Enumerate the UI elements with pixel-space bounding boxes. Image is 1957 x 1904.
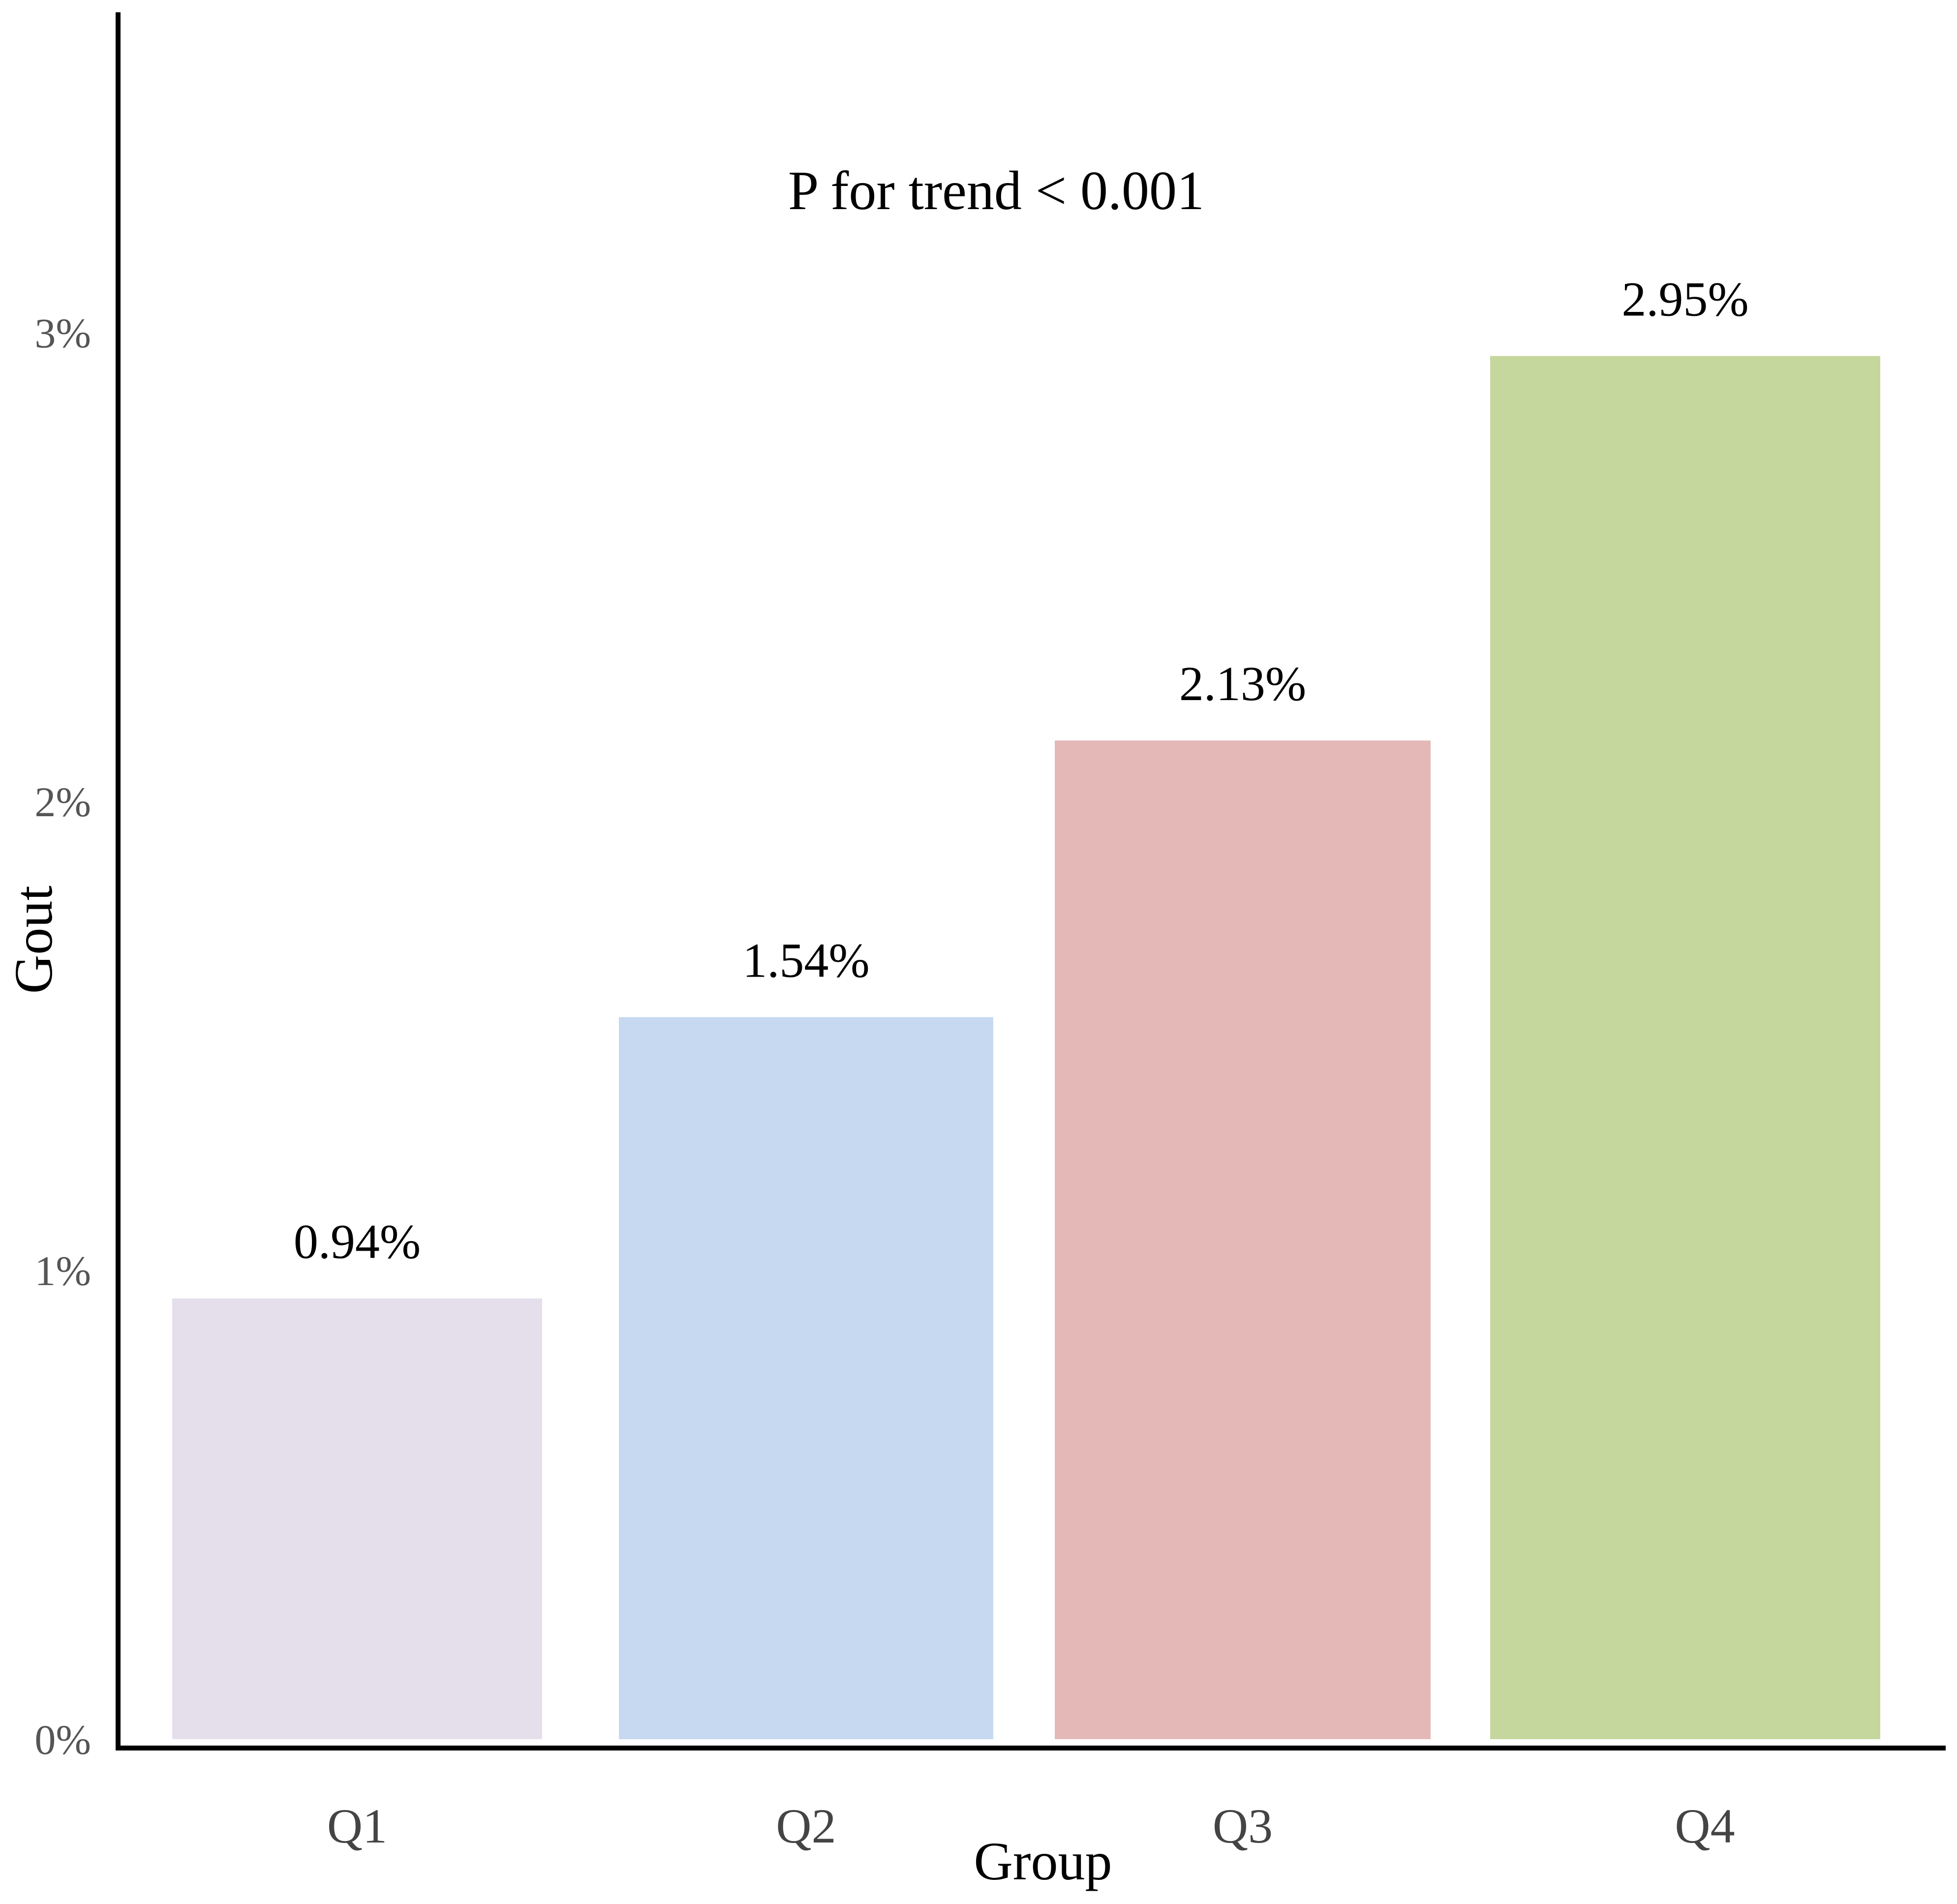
bar-q1 xyxy=(172,1298,542,1739)
bar-q2 xyxy=(619,1017,993,1739)
y-axis-title: Gout xyxy=(3,886,63,994)
x-tick-label-q1: Q1 xyxy=(327,1799,387,1853)
y-tick-label: 2% xyxy=(34,778,91,826)
x-ticks: Q1 Q2 Q3 Q4 xyxy=(327,1799,1735,1853)
value-label-q4: 2.95% xyxy=(1621,272,1748,327)
value-label-q1: 0.94% xyxy=(294,1214,421,1269)
y-tick-label: 0% xyxy=(34,1716,91,1763)
value-labels: 0.94% 1.54% 2.13% 2.95% xyxy=(294,272,1749,1269)
bars xyxy=(172,356,1880,1740)
x-tick-label-q2: Q2 xyxy=(776,1799,836,1853)
y-tick-label: 3% xyxy=(34,309,91,357)
y-tick-label: 1% xyxy=(34,1247,91,1294)
bar-q3 xyxy=(1055,740,1431,1739)
bar-q4 xyxy=(1490,356,1880,1740)
x-tick-label-q3: Q3 xyxy=(1213,1799,1273,1853)
y-ticks: 0% 1% 2% 3% xyxy=(34,309,91,1763)
x-axis-title: Group xyxy=(974,1831,1112,1891)
x-tick-label-q4: Q4 xyxy=(1675,1799,1735,1853)
value-label-q2: 1.54% xyxy=(742,933,869,987)
value-label-q3: 2.13% xyxy=(1179,656,1306,711)
trend-annotation: P for trend < 0.001 xyxy=(788,160,1204,221)
